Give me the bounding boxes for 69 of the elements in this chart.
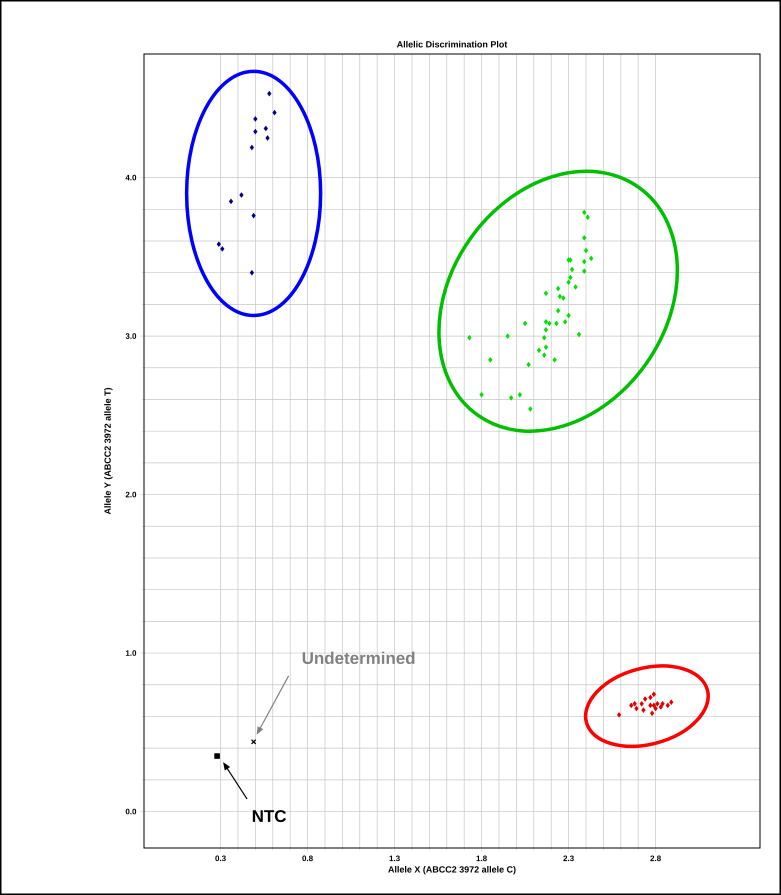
point: [250, 144, 254, 150]
point: [518, 392, 522, 398]
point: [648, 694, 653, 700]
point: [558, 294, 562, 300]
point: [544, 344, 548, 350]
point: [526, 362, 531, 368]
chart-title: Allelic Discrimination Plot: [396, 40, 508, 48]
point: [265, 135, 270, 141]
annotation: NTC: [252, 810, 286, 822]
point: [561, 295, 566, 301]
point: [536, 348, 542, 354]
point: [582, 268, 586, 274]
point: [629, 702, 634, 708]
point: [573, 284, 578, 290]
point: [253, 128, 258, 134]
point: [528, 406, 532, 412]
point: [250, 739, 256, 745]
point: [650, 710, 654, 716]
point: [488, 357, 492, 363]
point: [544, 319, 548, 325]
point: [556, 286, 560, 292]
point: [666, 702, 670, 708]
point: [616, 712, 622, 718]
point: [214, 753, 220, 759]
point: [251, 212, 256, 218]
point: [566, 312, 571, 318]
point: [228, 198, 234, 204]
point: [220, 246, 224, 252]
point: [562, 319, 568, 325]
point: [568, 274, 572, 280]
point: [250, 270, 254, 276]
point: [570, 266, 574, 272]
point: [658, 704, 663, 710]
point: [506, 333, 510, 339]
point: [653, 706, 658, 712]
point: [544, 326, 548, 333]
annotation: Undetermined: [302, 652, 414, 664]
point: [509, 395, 514, 401]
point: [566, 279, 571, 285]
point: [582, 258, 586, 264]
point: [660, 700, 665, 707]
point: [589, 256, 594, 262]
point: [239, 192, 244, 198]
point: [582, 235, 586, 241]
point: [272, 110, 277, 116]
point: [542, 334, 546, 340]
point: [582, 210, 586, 216]
point: [652, 702, 656, 708]
point: [648, 702, 653, 708]
point: [479, 392, 484, 398]
point: [253, 116, 258, 122]
point: [544, 290, 548, 296]
point: [467, 334, 472, 340]
point: [216, 241, 221, 247]
point: [522, 320, 528, 326]
point: [643, 696, 648, 702]
point: [552, 357, 557, 363]
point: [669, 699, 674, 705]
point: [264, 126, 268, 132]
point: [641, 707, 646, 713]
point: [542, 352, 546, 358]
point: [576, 332, 582, 338]
point: [634, 706, 639, 712]
point: [554, 320, 559, 326]
x-axis-title: Allele X (ABCC2 3972 allele C): [388, 866, 516, 874]
point: [584, 248, 588, 254]
y-axis-title: Allele Y (ABCC2 3972 allele T): [104, 388, 113, 514]
point: [267, 90, 272, 96]
point: [547, 320, 552, 326]
